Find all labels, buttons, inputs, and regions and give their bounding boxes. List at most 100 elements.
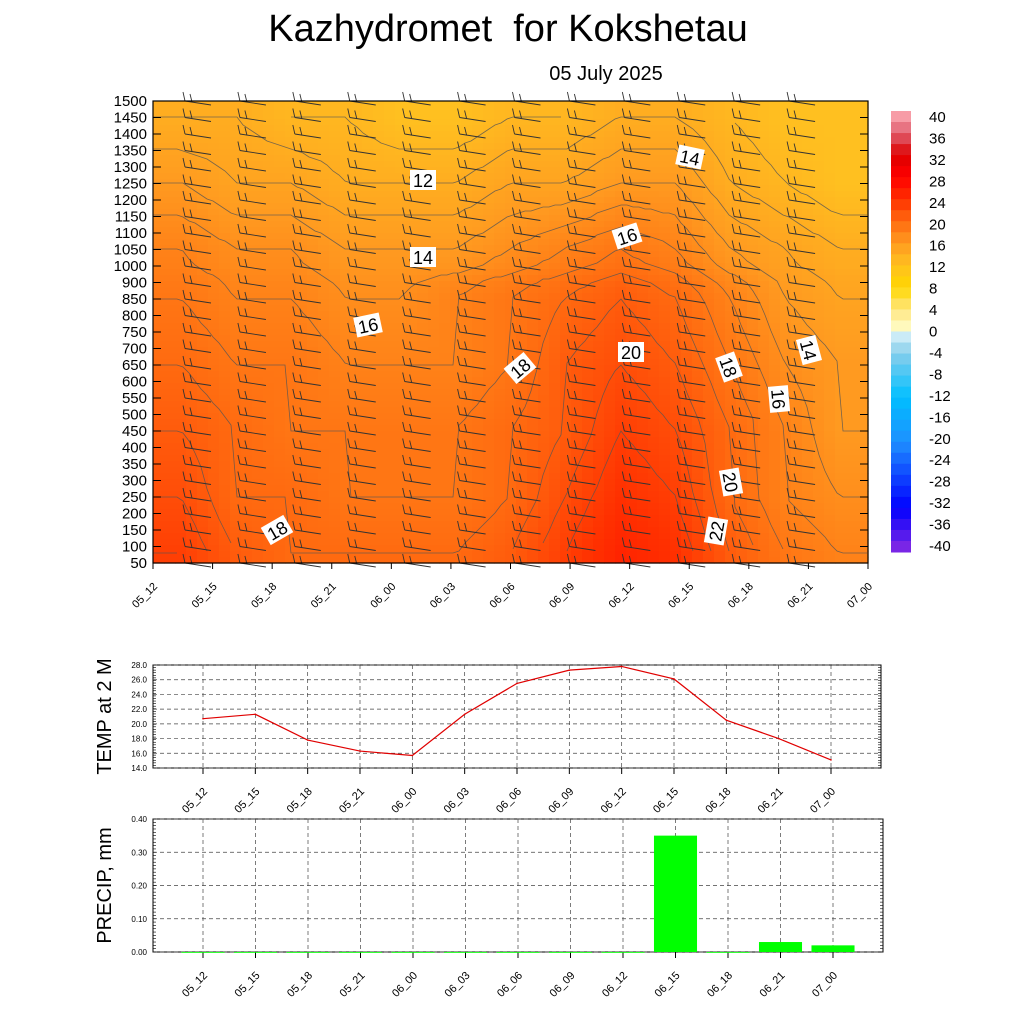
field-cell bbox=[395, 299, 407, 306]
field-cell bbox=[307, 185, 319, 192]
field-cell bbox=[791, 551, 803, 558]
field-cell bbox=[373, 281, 385, 288]
field-cell bbox=[670, 287, 682, 294]
field-cell bbox=[659, 203, 671, 210]
field-cell bbox=[351, 227, 363, 234]
field-cell bbox=[263, 491, 275, 498]
field-cell bbox=[252, 179, 264, 186]
field-cell bbox=[626, 473, 638, 480]
field-cell bbox=[164, 407, 176, 414]
field-cell bbox=[758, 419, 770, 426]
field-cell bbox=[714, 311, 726, 318]
field-cell bbox=[780, 185, 792, 192]
field-cell bbox=[692, 143, 704, 150]
field-cell bbox=[604, 227, 616, 234]
field-cell bbox=[725, 215, 737, 222]
field-cell bbox=[197, 347, 209, 354]
field-cell bbox=[362, 155, 374, 162]
field-cell bbox=[604, 491, 616, 498]
field-cell bbox=[186, 413, 198, 420]
chart-subtitle: 05 July 2025 bbox=[549, 63, 663, 85]
field-cell bbox=[615, 281, 627, 288]
field-cell bbox=[208, 197, 220, 204]
field-cell bbox=[560, 527, 572, 534]
field-cell bbox=[362, 149, 374, 156]
field-cell bbox=[395, 449, 407, 456]
field-cell bbox=[395, 263, 407, 270]
field-cell bbox=[615, 317, 627, 324]
field-cell bbox=[461, 371, 473, 378]
field-cell bbox=[824, 233, 836, 240]
field-cell bbox=[549, 305, 561, 312]
field-cell bbox=[417, 347, 429, 354]
field-cell bbox=[483, 467, 495, 474]
field-cell bbox=[428, 239, 440, 246]
field-cell bbox=[450, 203, 462, 210]
field-cell bbox=[780, 221, 792, 228]
field-cell bbox=[857, 503, 869, 510]
field-cell bbox=[373, 503, 385, 510]
field-cell bbox=[252, 407, 264, 414]
field-cell bbox=[373, 269, 385, 276]
field-cell bbox=[175, 467, 187, 474]
field-cell bbox=[450, 149, 462, 156]
field-cell bbox=[736, 341, 748, 348]
field-cell bbox=[582, 341, 594, 348]
field-cell bbox=[384, 413, 396, 420]
field-cell bbox=[406, 125, 418, 132]
field-cell bbox=[582, 125, 594, 132]
field-cell bbox=[791, 443, 803, 450]
field-cell bbox=[593, 353, 605, 360]
field-cell bbox=[582, 299, 594, 306]
field-cell bbox=[681, 497, 693, 504]
field-cell bbox=[560, 245, 572, 252]
field-cell bbox=[164, 299, 176, 306]
field-cell bbox=[483, 119, 495, 126]
field-cell bbox=[153, 443, 165, 450]
field-cell bbox=[846, 209, 858, 216]
field-cell bbox=[318, 185, 330, 192]
field-cell bbox=[736, 377, 748, 384]
field-cell bbox=[175, 191, 187, 198]
field-cell bbox=[571, 383, 583, 390]
field-cell bbox=[571, 191, 583, 198]
field-cell bbox=[219, 449, 231, 456]
field-cell bbox=[318, 407, 330, 414]
field-cell bbox=[626, 455, 638, 462]
field-cell bbox=[725, 191, 737, 198]
field-cell bbox=[747, 179, 759, 186]
field-cell bbox=[384, 485, 396, 492]
field-cell bbox=[296, 113, 308, 120]
field-cell bbox=[582, 401, 594, 408]
field-cell bbox=[186, 221, 198, 228]
field-cell bbox=[164, 335, 176, 342]
field-cell bbox=[252, 341, 264, 348]
field-cell bbox=[703, 239, 715, 246]
field-cell bbox=[791, 527, 803, 534]
field-cell bbox=[857, 155, 869, 162]
field-cell bbox=[615, 413, 627, 420]
field-cell bbox=[285, 173, 297, 180]
field-cell bbox=[758, 383, 770, 390]
field-cell bbox=[417, 515, 429, 522]
field-cell bbox=[439, 257, 451, 264]
field-cell bbox=[241, 299, 253, 306]
field-cell bbox=[747, 509, 759, 516]
field-cell bbox=[549, 479, 561, 486]
field-cell bbox=[362, 527, 374, 534]
field-cell bbox=[648, 215, 660, 222]
field-cell bbox=[835, 101, 847, 108]
field-cell bbox=[659, 317, 671, 324]
field-cell bbox=[758, 203, 770, 210]
field-cell bbox=[835, 449, 847, 456]
field-cell bbox=[516, 185, 528, 192]
field-cell bbox=[153, 161, 165, 168]
field-cell bbox=[648, 479, 660, 486]
field-cell bbox=[472, 149, 484, 156]
field-cell bbox=[527, 395, 539, 402]
field-cell bbox=[406, 101, 418, 108]
field-cell bbox=[802, 155, 814, 162]
field-cell bbox=[494, 335, 506, 342]
field-cell bbox=[802, 329, 814, 336]
field-cell bbox=[252, 479, 264, 486]
